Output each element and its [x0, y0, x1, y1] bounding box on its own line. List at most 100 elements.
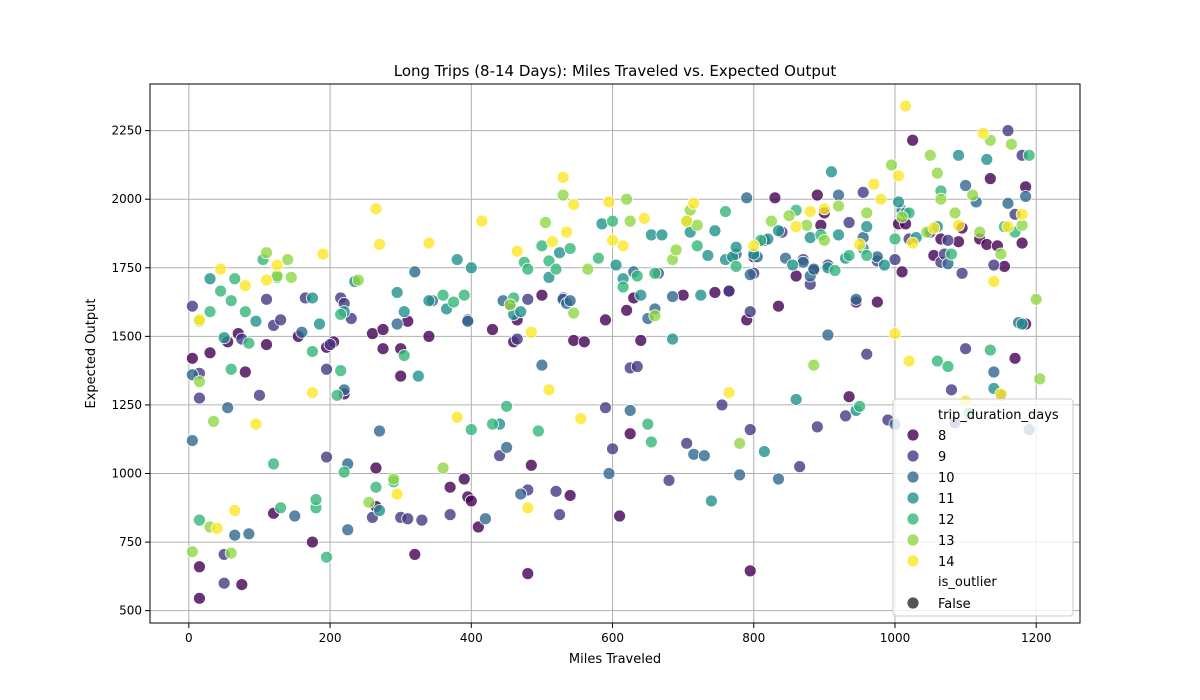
data-point-11	[313, 317, 326, 331]
data-point-8	[193, 591, 206, 605]
data-point-14	[560, 225, 574, 239]
data-point-12	[729, 260, 743, 273]
data-point-13	[832, 199, 845, 213]
data-point-12	[306, 345, 319, 358]
data-point-8	[980, 238, 994, 251]
data-point-9	[599, 401, 612, 415]
data-point-9	[715, 398, 729, 412]
data-point-12	[457, 288, 471, 302]
data-point-11	[789, 393, 803, 406]
data-point-11	[757, 445, 771, 458]
legend-label-11: 11	[938, 492, 955, 507]
data-point-14	[556, 170, 570, 184]
data-point-11	[704, 494, 718, 508]
data-point-8	[772, 299, 785, 313]
data-point-14	[687, 196, 701, 210]
data-point-11	[1015, 317, 1029, 331]
data-point-8	[895, 265, 909, 279]
data-point-12	[464, 423, 478, 437]
data-point-8	[422, 329, 436, 343]
data-point-9	[839, 409, 852, 423]
data-point-13	[994, 247, 1008, 261]
data-point-8	[394, 369, 408, 383]
legend-marker-8	[906, 428, 920, 442]
data-point-12	[1022, 148, 1036, 162]
data-point-12	[224, 294, 238, 308]
data-point-8	[235, 578, 249, 591]
data-point-8	[376, 342, 390, 356]
data-point-14	[902, 354, 916, 368]
data-point-9	[606, 442, 619, 456]
x-tick-label: 200	[319, 631, 342, 645]
data-point-13	[539, 216, 552, 229]
data-point-14	[952, 218, 965, 232]
data-point-14	[270, 258, 284, 272]
data-point-13	[800, 218, 814, 232]
data-point-9	[553, 508, 566, 522]
data-point-10	[832, 188, 845, 202]
data-point-13	[934, 192, 948, 206]
data-point-10	[185, 434, 199, 447]
data-point-11	[980, 153, 994, 166]
data-point-14	[193, 313, 206, 327]
data-point-9	[443, 508, 457, 522]
data-point-10	[221, 401, 235, 415]
data-point-12	[334, 308, 348, 321]
data-point-10	[666, 290, 679, 303]
data-point-14	[994, 387, 1008, 401]
data-point-8	[1015, 236, 1029, 250]
data-point-9	[955, 266, 969, 280]
data-point-14	[1015, 207, 1029, 221]
data-point-14	[228, 504, 242, 517]
data-point-14	[606, 233, 619, 247]
data-point-11	[655, 228, 669, 242]
data-point-11	[514, 305, 528, 319]
data-point-8	[486, 323, 499, 336]
x-tick-label: 600	[601, 631, 624, 645]
data-point-11	[952, 148, 965, 162]
data-point-11	[542, 270, 556, 284]
data-point-13	[782, 209, 796, 223]
data-point-10	[602, 467, 616, 480]
legend-marker-10	[906, 470, 920, 484]
data-point-13	[207, 414, 220, 428]
data-point-8	[443, 480, 457, 494]
data-point-12	[214, 284, 228, 298]
data-point-13	[260, 246, 273, 260]
data-point-11	[373, 504, 386, 517]
data-point-14	[521, 501, 535, 515]
data-point-14	[260, 273, 273, 287]
data-point-12	[648, 266, 662, 280]
data-point-12	[542, 254, 556, 268]
legend-marker-13	[906, 533, 920, 547]
data-point-14	[803, 205, 817, 218]
data-point-12	[641, 417, 655, 431]
data-point-14	[892, 169, 905, 183]
data-point-9	[320, 450, 333, 464]
data-point-11	[203, 272, 217, 286]
data-point-11	[694, 288, 708, 302]
data-point-12	[320, 550, 333, 564]
data-point-14	[546, 235, 559, 249]
data-point-12	[592, 251, 605, 265]
data-point-8	[789, 269, 803, 283]
data-point-12	[447, 295, 461, 309]
data-point-10	[461, 314, 475, 328]
data-point-11	[825, 165, 838, 179]
legend-label-14: 14	[938, 555, 955, 570]
data-point-12	[203, 305, 217, 319]
data-point-9	[253, 388, 266, 402]
data-point-13	[623, 214, 637, 228]
data-point-13	[351, 273, 365, 287]
data-point-11	[249, 314, 263, 328]
legend-label-13: 13	[938, 534, 955, 549]
data-point-10	[535, 358, 549, 372]
data-point-9	[323, 338, 337, 351]
data-point-11	[595, 217, 609, 231]
data-point-10	[849, 292, 863, 306]
data-point-11	[609, 258, 623, 272]
data-point-14	[373, 238, 386, 251]
data-point-12	[941, 360, 955, 373]
data-point-9	[185, 299, 199, 313]
